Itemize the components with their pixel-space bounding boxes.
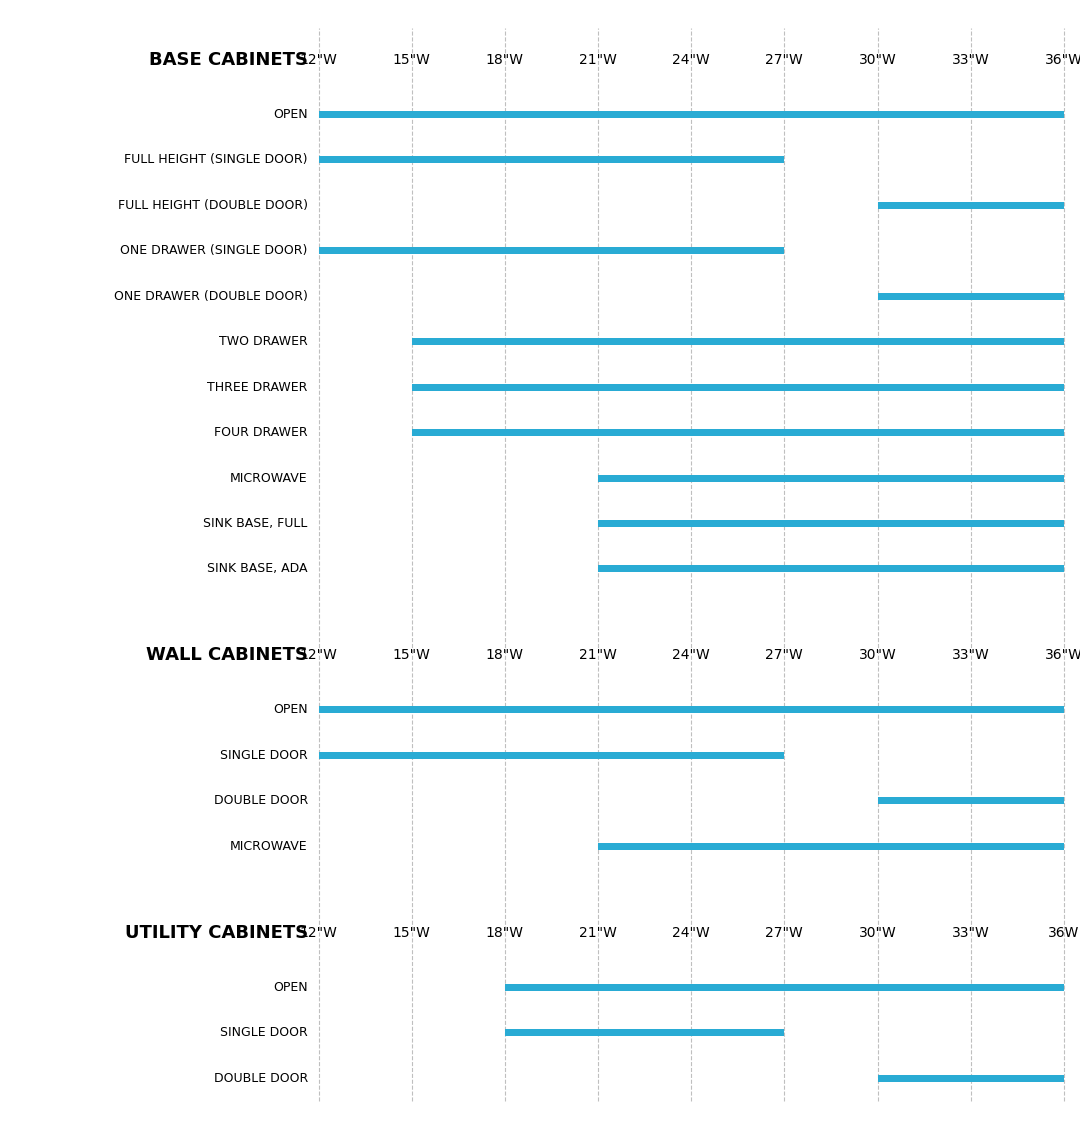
Bar — [877, 202, 1064, 209]
Text: 27"W: 27"W — [766, 648, 804, 663]
Bar — [319, 248, 784, 254]
Text: ONE DRAWER (DOUBLE DOOR): ONE DRAWER (DOUBLE DOOR) — [113, 289, 308, 303]
Text: BASE CABINETS: BASE CABINETS — [149, 50, 308, 68]
Text: 12"W: 12"W — [299, 926, 338, 939]
Bar — [598, 474, 1064, 482]
Text: MICROWAVE: MICROWAVE — [230, 472, 308, 484]
Text: OPEN: OPEN — [273, 703, 308, 716]
Text: 21"W: 21"W — [579, 648, 617, 663]
Text: SINK BASE, FULL: SINK BASE, FULL — [203, 517, 308, 530]
Text: 12"W: 12"W — [299, 53, 338, 67]
Bar — [411, 429, 1064, 436]
Text: FULL HEIGHT (SINGLE DOOR): FULL HEIGHT (SINGLE DOOR) — [124, 154, 308, 166]
Text: 33"W: 33"W — [951, 926, 989, 939]
Text: 15"W: 15"W — [393, 53, 431, 67]
Bar — [598, 520, 1064, 527]
Bar — [319, 752, 784, 759]
Text: SINK BASE, ADA: SINK BASE, ADA — [207, 563, 308, 575]
Text: 30"W: 30"W — [859, 648, 896, 663]
Bar — [877, 1075, 1064, 1082]
Text: 15"W: 15"W — [393, 648, 431, 663]
Text: FULL HEIGHT (DOUBLE DOOR): FULL HEIGHT (DOUBLE DOOR) — [118, 198, 308, 212]
Text: 18"W: 18"W — [486, 926, 524, 939]
Text: 30"W: 30"W — [859, 53, 896, 67]
Text: 27"W: 27"W — [766, 926, 804, 939]
Text: 15"W: 15"W — [393, 926, 431, 939]
Text: TWO DRAWER: TWO DRAWER — [219, 335, 308, 349]
Bar — [504, 1029, 784, 1036]
Bar — [319, 156, 784, 164]
Text: 18"W: 18"W — [486, 648, 524, 663]
Text: 24"W: 24"W — [673, 648, 710, 663]
Bar — [504, 984, 1064, 991]
Text: UTILITY CABINETS: UTILITY CABINETS — [124, 924, 308, 942]
Text: 36W: 36W — [1048, 926, 1080, 939]
Text: FOUR DRAWER: FOUR DRAWER — [214, 426, 308, 439]
Text: 30"W: 30"W — [859, 926, 896, 939]
Text: 21"W: 21"W — [579, 926, 617, 939]
Text: 24"W: 24"W — [673, 926, 710, 939]
Text: 33"W: 33"W — [951, 648, 989, 663]
Text: DOUBLE DOOR: DOUBLE DOOR — [214, 1072, 308, 1085]
Bar — [411, 339, 1064, 345]
Text: DOUBLE DOOR: DOUBLE DOOR — [214, 795, 308, 807]
Text: 27"W: 27"W — [766, 53, 804, 67]
Text: OPEN: OPEN — [273, 108, 308, 121]
Text: 21"W: 21"W — [579, 53, 617, 67]
Text: OPEN: OPEN — [273, 981, 308, 993]
Text: 12"W: 12"W — [299, 648, 338, 663]
Text: SINGLE DOOR: SINGLE DOOR — [220, 749, 308, 762]
Text: 33"W: 33"W — [951, 53, 989, 67]
Bar — [411, 383, 1064, 390]
Bar — [319, 706, 1064, 713]
Bar — [877, 293, 1064, 299]
Text: WALL CABINETS: WALL CABINETS — [146, 647, 308, 665]
Text: 18"W: 18"W — [486, 53, 524, 67]
Text: 36"W: 36"W — [1044, 53, 1080, 67]
Text: MICROWAVE: MICROWAVE — [230, 840, 308, 853]
Text: THREE DRAWER: THREE DRAWER — [207, 381, 308, 393]
Bar — [319, 111, 1064, 118]
Text: ONE DRAWER (SINGLE DOOR): ONE DRAWER (SINGLE DOOR) — [121, 244, 308, 257]
Bar — [598, 843, 1064, 850]
Bar — [877, 797, 1064, 804]
Text: 36"W: 36"W — [1044, 648, 1080, 663]
Bar — [598, 565, 1064, 573]
Text: 24"W: 24"W — [673, 53, 710, 67]
Text: SINGLE DOOR: SINGLE DOOR — [220, 1026, 308, 1039]
